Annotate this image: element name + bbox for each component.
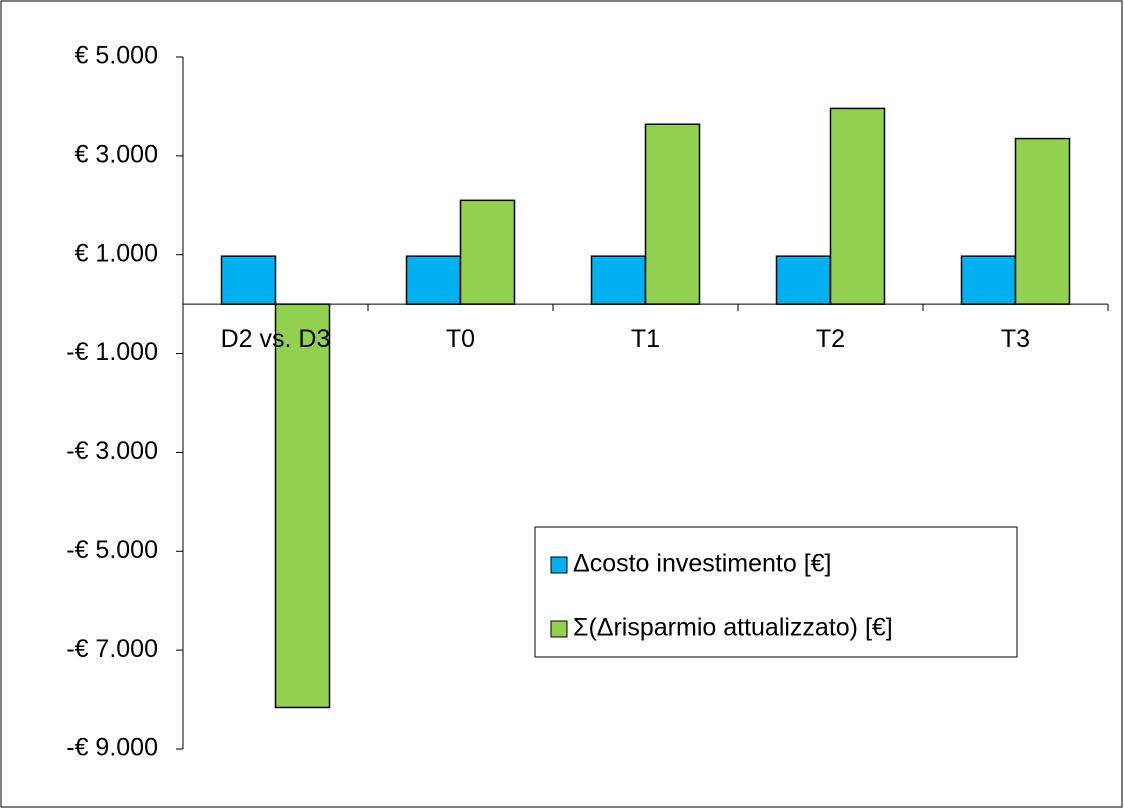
bar [459,199,516,305]
y-tick-label: -€ 5.000 [66,536,158,564]
x-tick-label: T3 [1001,325,1030,353]
legend-swatch [550,556,568,574]
bar [220,255,277,305]
y-tick-label: -€ 7.000 [66,635,158,663]
bar [590,255,647,305]
bar [644,123,701,305]
y-tick-label: € 5.000 [75,42,158,70]
y-tick-label: -€ 3.000 [66,437,158,465]
bar [829,107,886,305]
bar [274,303,331,709]
y-tick-label: -€ 1.000 [66,338,158,366]
legend-box [534,526,1018,658]
x-tick-label: D2 vs. D3 [221,325,331,353]
bar [775,255,832,305]
x-tick-label: T2 [816,325,845,353]
bar [960,255,1017,305]
y-tick-label: € 3.000 [75,140,158,168]
legend-label: Δcosto investimento [€] [573,550,831,578]
bar [405,255,462,305]
legend-label: Σ(Δrisparmio attualizzato) [€] [573,614,893,642]
y-tick-label: € 1.000 [75,239,158,267]
legend-swatch [550,620,568,638]
x-tick-label: T0 [446,325,475,353]
bar [1014,137,1071,305]
x-tick-label: T1 [631,325,660,353]
y-tick-label: -€ 9.000 [66,734,158,762]
